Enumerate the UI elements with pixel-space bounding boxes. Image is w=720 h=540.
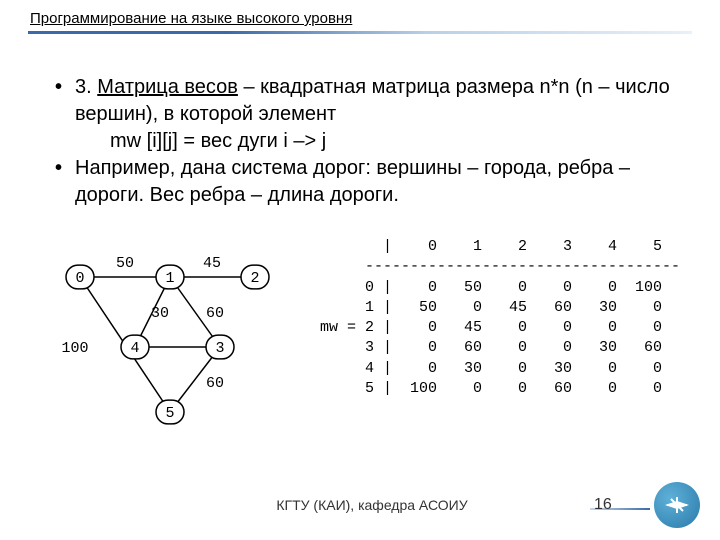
bullet-2: • Например, дана система дорог: вершины … — [55, 155, 670, 209]
svg-text:30: 30 — [151, 305, 169, 322]
slide-header: Программирование на языке высокого уровн… — [0, 0, 720, 31]
plane-icon — [663, 491, 691, 519]
svg-text:0: 0 — [75, 270, 84, 287]
svg-text:100: 100 — [61, 340, 88, 357]
svg-text:60: 60 — [206, 375, 224, 392]
b1-prefix: 3. — [75, 76, 97, 98]
svg-text:45: 45 — [203, 255, 221, 272]
footer: КГТУ (КАИ), кафедра АСОИУ 16 — [0, 482, 720, 528]
b1-term: Матрица весов — [97, 76, 238, 98]
footer-page-number: 16 — [594, 496, 654, 514]
svg-text:5: 5 — [165, 405, 174, 422]
bullet-text-2: Например, дана система дорог: вершины – … — [75, 155, 670, 209]
svg-text:1: 1 — [165, 270, 174, 287]
svg-text:4: 4 — [130, 340, 139, 357]
weight-matrix: | 0 1 2 3 4 5 --------------------------… — [320, 237, 680, 399]
graph-diagram: 50 45 30 60 100 60 0 1 2 4 3 5 — [40, 237, 300, 437]
footer-logo — [654, 482, 700, 528]
svg-text:2: 2 — [250, 270, 259, 287]
svg-text:60: 60 — [206, 305, 224, 322]
svg-text:50: 50 — [116, 255, 134, 272]
bullet-1: • 3. Матрица весов – квадратная матрица … — [55, 74, 670, 155]
bullet-dot: • — [55, 155, 75, 209]
content-area: • 3. Матрица весов – квадратная матрица … — [0, 34, 720, 219]
bullet-text-1: 3. Матрица весов – квадратная матрица ра… — [75, 74, 670, 155]
bullet-dot: • — [55, 74, 75, 155]
b1-formula: mw [i][j] = вес дуги i –> j — [110, 128, 670, 155]
diagram-area: 50 45 30 60 100 60 0 1 2 4 3 5 | 0 1 2 3 4 5 ------… — [0, 219, 720, 437]
footer-org: КГТУ (КАИ), кафедра АСОИУ — [0, 497, 594, 513]
svg-text:3: 3 — [215, 340, 224, 357]
